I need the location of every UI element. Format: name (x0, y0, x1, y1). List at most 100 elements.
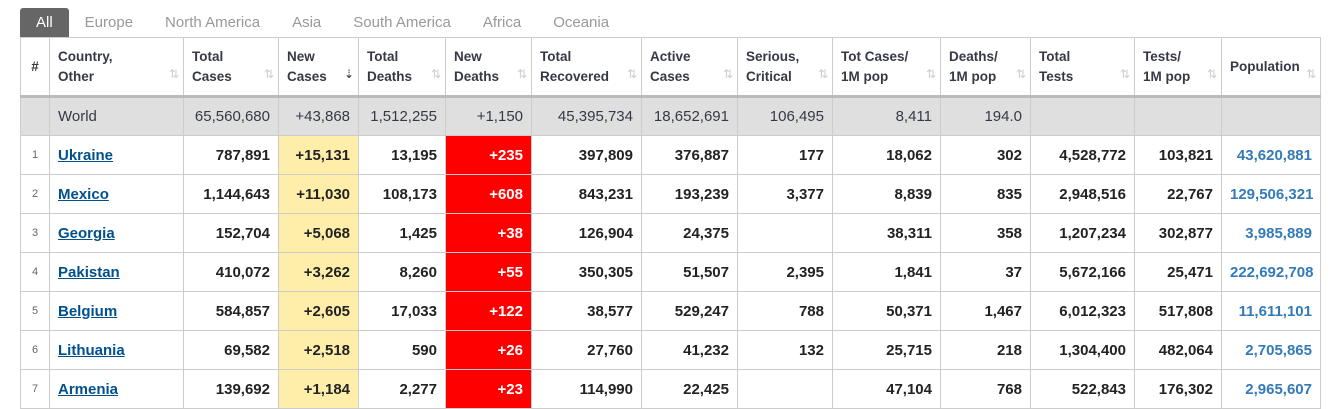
tests-per-1m-cell: 103,821 (1134, 135, 1222, 175)
total-recovered-cell: 114,990 (531, 369, 642, 409)
deaths-per-1m-cell: 358 (940, 213, 1031, 253)
col-header-country[interactable]: Country, Other ⇅ (49, 37, 184, 97)
world-serious: 106,495 (737, 96, 833, 136)
tests-per-1m-cell: 22,767 (1134, 174, 1222, 214)
population-link[interactable]: 11,611,101 (1238, 302, 1312, 320)
new-deaths-cell: +122 (445, 291, 532, 331)
new-cases-cell: +3,262 (278, 252, 359, 292)
country-cell: Armenia (49, 369, 184, 409)
total-tests-cell: 6,012,323 (1030, 291, 1135, 331)
row-index: 6 (20, 330, 50, 370)
population-link[interactable]: 129,506,321 (1230, 185, 1314, 203)
sort-icon: ⇅ (1119, 67, 1130, 81)
cases-per-1m-cell: 1,841 (832, 252, 941, 292)
tab-all[interactable]: All (20, 8, 69, 37)
world-index-cell (20, 96, 50, 136)
total-recovered-cell: 126,904 (531, 213, 642, 253)
col-header-active-cases[interactable]: Active Cases ⇅ (641, 37, 738, 97)
sort-icon: ⇅ (1015, 67, 1026, 81)
table-row: 1 Ukraine 787,891 +15,131 13,195 +235 397,809 3… (20, 135, 1321, 175)
col-header-total-deaths[interactable]: Total Deaths ⇅ (358, 37, 446, 97)
total-tests-cell: 522,843 (1030, 369, 1135, 409)
serious-critical-cell: 3,377 (737, 174, 833, 214)
sort-desc-icon: ⇣ (343, 67, 354, 81)
country-link[interactable]: Belgium (58, 302, 118, 320)
total-tests-cell: 1,207,234 (1030, 213, 1135, 253)
sort-icon: ⇅ (263, 67, 274, 81)
serious-critical-cell (737, 213, 833, 253)
country-cell: Pakistan (49, 252, 184, 292)
total-tests-cell: 1,304,400 (1030, 330, 1135, 370)
col-header-total-cases[interactable]: Total Cases ⇅ (183, 37, 279, 97)
country-link[interactable]: Armenia (58, 380, 119, 398)
serious-critical-cell: 177 (737, 135, 833, 175)
total-cases-cell: 139,692 (183, 369, 279, 409)
tab-asia[interactable]: Asia (292, 14, 322, 31)
total-deaths-cell: 1,425 (358, 213, 446, 253)
population-cell: 129,506,321 (1221, 174, 1321, 214)
col-header-total-recovered[interactable]: Total Recovered ⇅ (531, 37, 642, 97)
tab-north-america[interactable]: North America (165, 14, 261, 31)
deaths-per-1m-cell: 218 (940, 330, 1031, 370)
country-cell: Belgium (49, 291, 184, 331)
population-link[interactable]: 2,705,865 (1245, 341, 1312, 359)
col-header-serious-critical[interactable]: Serious, Critical ⇅ (737, 37, 833, 97)
col-header-total-tests[interactable]: Total Tests ⇅ (1030, 37, 1135, 97)
population-link[interactable]: 3,985,889 (1245, 224, 1312, 242)
cases-per-1m-cell: 25,715 (832, 330, 941, 370)
active-cases-cell: 41,232 (641, 330, 738, 370)
col-header-population[interactable]: Population ⇅ (1221, 37, 1321, 97)
col-header-cases-per-1m[interactable]: Tot Cases/1M pop ⇅ (832, 37, 941, 97)
sort-icon: ⇅ (516, 67, 527, 81)
active-cases-cell: 51,507 (641, 252, 738, 292)
col-header-new-deaths[interactable]: New Deaths ⇅ (445, 37, 532, 97)
col-header-deaths-per-1m[interactable]: Deaths/1M pop ⇅ (940, 37, 1031, 97)
total-tests-cell: 5,672,166 (1030, 252, 1135, 292)
population-cell: 2,705,865 (1221, 330, 1321, 370)
world-total-cases: 65,560,680 (183, 96, 279, 136)
new-deaths-cell: +26 (445, 330, 532, 370)
country-cell: Ukraine (49, 135, 184, 175)
total-deaths-cell: 13,195 (358, 135, 446, 175)
col-header-tests-per-1m[interactable]: Tests/1M pop ⇅ (1134, 37, 1222, 97)
tab-south-america[interactable]: South America (353, 14, 451, 31)
cases-per-1m-cell: 50,371 (832, 291, 941, 331)
new-cases-cell: +11,030 (278, 174, 359, 214)
table-row: 7 Armenia 139,692 +1,184 2,277 +23 114,990 22,4… (20, 369, 1321, 409)
cases-per-1m-cell: 38,311 (832, 213, 941, 253)
new-deaths-cell: +235 (445, 135, 532, 175)
sort-icon: ⇅ (722, 67, 733, 81)
new-cases-cell: +15,131 (278, 135, 359, 175)
tests-per-1m-cell: 517,808 (1134, 291, 1222, 331)
col-header-new-cases[interactable]: New Cases ⇣ (278, 37, 359, 97)
world-total-tests (1030, 96, 1135, 136)
country-link[interactable]: Mexico (58, 185, 109, 203)
country-link[interactable]: Georgia (58, 224, 115, 242)
table-row: 4 Pakistan 410,072 +3,262 8,260 +55 350,305 51,… (20, 252, 1321, 292)
col-header-index[interactable]: # (20, 37, 50, 97)
tab-europe[interactable]: Europe (84, 14, 134, 31)
world-new-deaths: +1,150 (445, 96, 532, 136)
total-deaths-cell: 2,277 (358, 369, 446, 409)
new-deaths-cell: +608 (445, 174, 532, 214)
tab-oceania[interactable]: Oceania (553, 14, 610, 31)
population-link[interactable]: 222,692,708 (1230, 263, 1314, 281)
country-link[interactable]: Lithuania (58, 341, 125, 359)
active-cases-cell: 193,239 (641, 174, 738, 214)
total-recovered-cell: 843,231 (531, 174, 642, 214)
population-link[interactable]: 2,965,607 (1245, 380, 1312, 398)
world-total-row: World 65,560,680 +43,868 1,512,255 +1,15… (20, 96, 1321, 136)
sort-icon: ⇅ (1305, 67, 1316, 81)
country-link[interactable]: Pakistan (58, 263, 120, 281)
total-recovered-cell: 397,809 (531, 135, 642, 175)
population-link[interactable]: 43,620,881 (1236, 146, 1312, 164)
row-index: 2 (20, 174, 50, 214)
world-population (1221, 96, 1321, 136)
tests-per-1m-cell: 25,471 (1134, 252, 1222, 292)
tab-africa[interactable]: Africa (482, 14, 522, 31)
country-link[interactable]: Ukraine (58, 146, 114, 164)
sort-icon: ⇅ (925, 67, 936, 81)
world-deaths-per-1m: 194.0 (940, 96, 1031, 136)
new-deaths-cell: +55 (445, 252, 532, 292)
deaths-per-1m-cell: 37 (940, 252, 1031, 292)
